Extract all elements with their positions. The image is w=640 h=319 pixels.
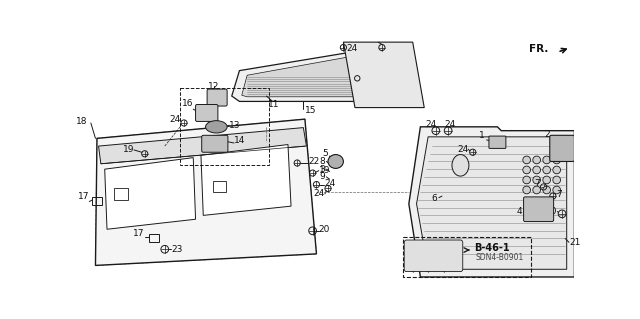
Text: 12: 12 [209, 82, 220, 91]
Circle shape [523, 156, 531, 164]
Text: 5: 5 [323, 149, 328, 158]
Text: 18: 18 [76, 117, 88, 126]
Circle shape [533, 186, 541, 194]
Text: 21: 21 [570, 238, 581, 247]
FancyBboxPatch shape [404, 240, 463, 271]
Polygon shape [105, 158, 196, 229]
Text: 13: 13 [230, 121, 241, 130]
Text: FR.: FR. [529, 44, 548, 54]
Text: 6: 6 [431, 194, 437, 203]
Bar [403, 237, 531, 277]
Circle shape [543, 156, 550, 164]
Polygon shape [242, 57, 391, 97]
Text: 14: 14 [234, 136, 245, 145]
Circle shape [533, 176, 541, 184]
Polygon shape [417, 137, 566, 269]
Circle shape [553, 156, 561, 164]
Bar [92, 197, 102, 204]
Circle shape [523, 166, 531, 174]
Text: 24: 24 [169, 115, 180, 124]
Circle shape [553, 166, 561, 174]
Bar [180, 88, 269, 165]
Bar [149, 234, 159, 242]
Text: 7: 7 [534, 179, 540, 188]
Circle shape [523, 186, 531, 194]
Text: 9: 9 [319, 172, 325, 182]
FancyBboxPatch shape [207, 89, 227, 106]
Text: 10: 10 [546, 207, 557, 216]
Text: 2: 2 [544, 130, 550, 139]
Text: 23: 23 [171, 245, 182, 254]
Text: 8: 8 [319, 157, 325, 166]
Circle shape [543, 166, 550, 174]
Text: 24: 24 [314, 189, 325, 198]
Text: 16: 16 [182, 99, 193, 108]
FancyBboxPatch shape [196, 105, 218, 122]
Text: 24: 24 [426, 120, 437, 129]
Polygon shape [232, 52, 397, 101]
Text: 24: 24 [457, 145, 468, 154]
Text: 22: 22 [308, 157, 319, 166]
Text: 11: 11 [268, 100, 280, 109]
Text: 24: 24 [444, 120, 455, 129]
FancyBboxPatch shape [489, 136, 506, 148]
Text: B-46-1: B-46-1 [474, 243, 510, 253]
Text: 24: 24 [324, 179, 335, 188]
Ellipse shape [452, 154, 469, 176]
Text: 15: 15 [305, 106, 316, 115]
Circle shape [523, 176, 531, 184]
FancyBboxPatch shape [202, 135, 228, 152]
Ellipse shape [328, 154, 344, 168]
Text: 1: 1 [479, 131, 485, 140]
Text: 19: 19 [122, 145, 134, 154]
Circle shape [553, 176, 561, 184]
Text: 17: 17 [133, 229, 145, 238]
Polygon shape [201, 145, 291, 215]
Bar [114, 189, 128, 200]
FancyBboxPatch shape [550, 135, 575, 161]
Text: 19: 19 [319, 166, 330, 175]
Text: 24: 24 [346, 44, 358, 54]
Circle shape [543, 176, 550, 184]
Text: 20: 20 [319, 225, 330, 234]
Ellipse shape [205, 121, 227, 133]
Text: 7: 7 [557, 190, 563, 199]
Polygon shape [99, 128, 307, 164]
Polygon shape [344, 42, 424, 108]
Circle shape [533, 166, 541, 174]
Text: SDN4-B0901: SDN4-B0901 [476, 253, 524, 262]
FancyBboxPatch shape [524, 197, 554, 221]
Polygon shape [95, 119, 316, 265]
Text: 4: 4 [516, 207, 522, 216]
Circle shape [533, 156, 541, 164]
Text: 17: 17 [78, 192, 90, 201]
Circle shape [543, 186, 550, 194]
Polygon shape [409, 127, 575, 277]
Text: 3: 3 [319, 165, 325, 174]
Bar [212, 181, 227, 191]
Circle shape [553, 186, 561, 194]
